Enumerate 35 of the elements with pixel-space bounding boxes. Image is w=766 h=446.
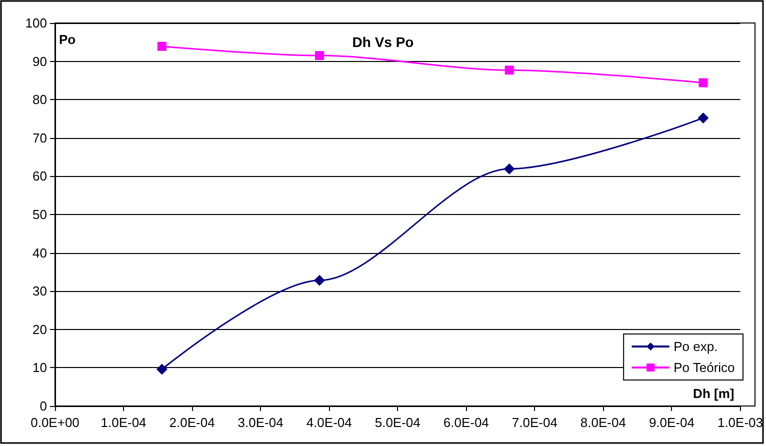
y-tick-label: 70 [32,130,47,146]
y-tick-label: 60 [32,168,47,184]
x-axis-title: Dh [m] [693,386,734,401]
x-tick-label: 4.0E-04 [306,415,352,430]
point [504,66,514,75]
text: Dh Vs Po [352,34,414,50]
y-axis-title: Po [59,32,76,47]
y-tick-label: 30 [32,284,47,299]
point [314,274,325,286]
y-tick-label: 50 [32,207,47,222]
x-tick-label: 2.0E-04 [169,415,215,430]
legend-label: Po exp. [674,339,718,354]
x-tick-label: 1.0E-04 [100,415,146,430]
y-tick-label: 40 [32,245,47,260]
x-tick-label: 5.0E-04 [374,415,420,430]
legend-label: Po Teórico [674,360,735,375]
x-tick-label: 3.0E-04 [238,415,284,430]
point [504,163,515,174]
point [156,364,168,375]
y-tick-label: 0 [40,398,47,414]
y-tick-label: 90 [32,54,47,69]
x-tick-label: 8.0E-04 [580,415,626,430]
y-tick-label: 80 [32,92,47,108]
point [698,78,708,88]
x-tick-label: 6.0E-04 [443,415,489,430]
x-tick-label: 1.0E-03 [717,415,764,430]
x-tick-label: 7.0E-04 [512,415,558,430]
point [698,112,709,124]
point [315,51,324,60]
y-tick-label: 20 [32,322,47,337]
point [157,42,166,51]
y-tick-label: 100 [25,16,47,30]
x-tick-label: 0.0E+00 [30,415,80,430]
x-tick-label: 9.0E-04 [648,415,694,430]
y-tick-label: 10 [32,360,47,376]
